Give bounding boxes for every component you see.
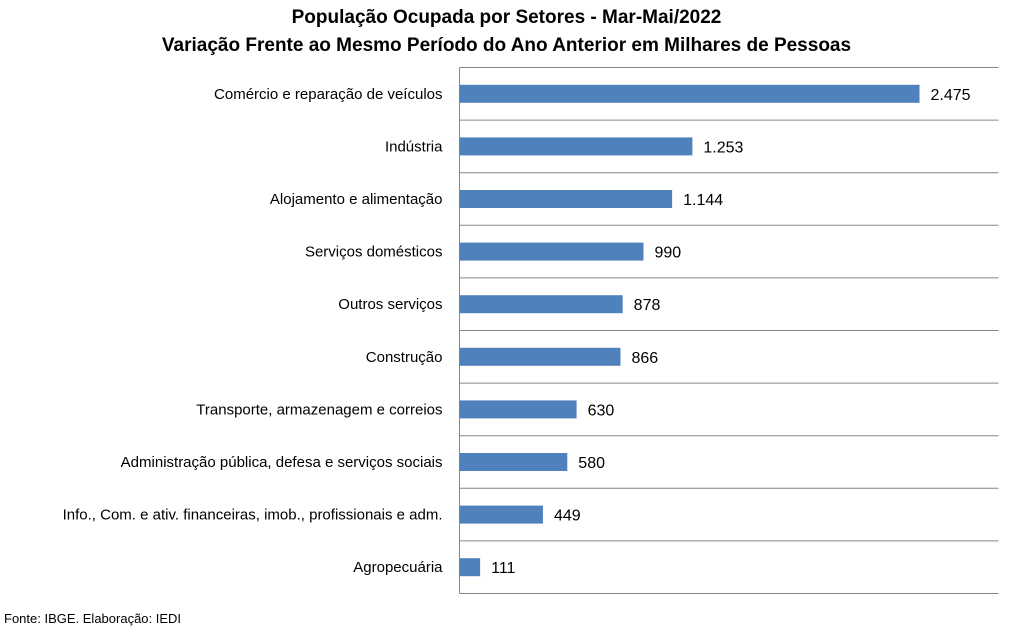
gridlines: [459, 67, 999, 594]
bar: [459, 137, 693, 156]
bar: [459, 453, 568, 471]
data-label: 2.475: [931, 87, 971, 104]
bar: [459, 558, 481, 577]
value-labels: 2.475 1.253 1.144 990 878 866 630 580 449 111: [491, 87, 971, 577]
category-label: Indústria: [385, 138, 443, 155]
bar: [459, 347, 621, 366]
bars: [459, 84, 920, 577]
chart-title: População Ocupada por Setores - Mar-Mai/…: [291, 7, 722, 28]
bar: [459, 242, 644, 261]
bar: [459, 400, 577, 419]
bar: [459, 190, 673, 208]
bar: [459, 505, 543, 524]
category-label: Agropecuária: [353, 559, 443, 576]
category-label: Comércio e reparação de veículos: [214, 86, 442, 103]
category-label: Administração pública, defesa e serviços…: [121, 454, 443, 471]
source-note: Fonte: IBGE. Elaboração: IEDI: [4, 611, 182, 626]
category-label: Alojamento e alimentação: [270, 191, 443, 208]
chart-subtitle: Variação Frente ao Mesmo Período do Ano …: [161, 35, 852, 56]
category-labels: Comércio e reparação de veículos Indústri…: [63, 86, 444, 576]
bar: [459, 295, 623, 314]
data-label: 1.144: [683, 192, 723, 209]
data-label: 1.253: [703, 139, 743, 156]
data-label: 449: [554, 508, 581, 525]
data-label: 111: [491, 560, 515, 577]
data-label: 878: [634, 297, 661, 314]
data-label: 866: [631, 350, 658, 367]
bar: [459, 84, 920, 103]
category-label: Construção: [366, 349, 443, 366]
category-label: Info., Com. e ativ. financeiras, imob., …: [63, 507, 443, 524]
data-label: 630: [588, 402, 615, 419]
data-label: 580: [578, 455, 605, 472]
category-label: Outros serviços: [338, 296, 442, 313]
category-label: Serviços domésticos: [305, 244, 443, 261]
category-label: Transporte, armazenagem e correios: [196, 401, 442, 418]
data-label: 990: [655, 245, 682, 262]
